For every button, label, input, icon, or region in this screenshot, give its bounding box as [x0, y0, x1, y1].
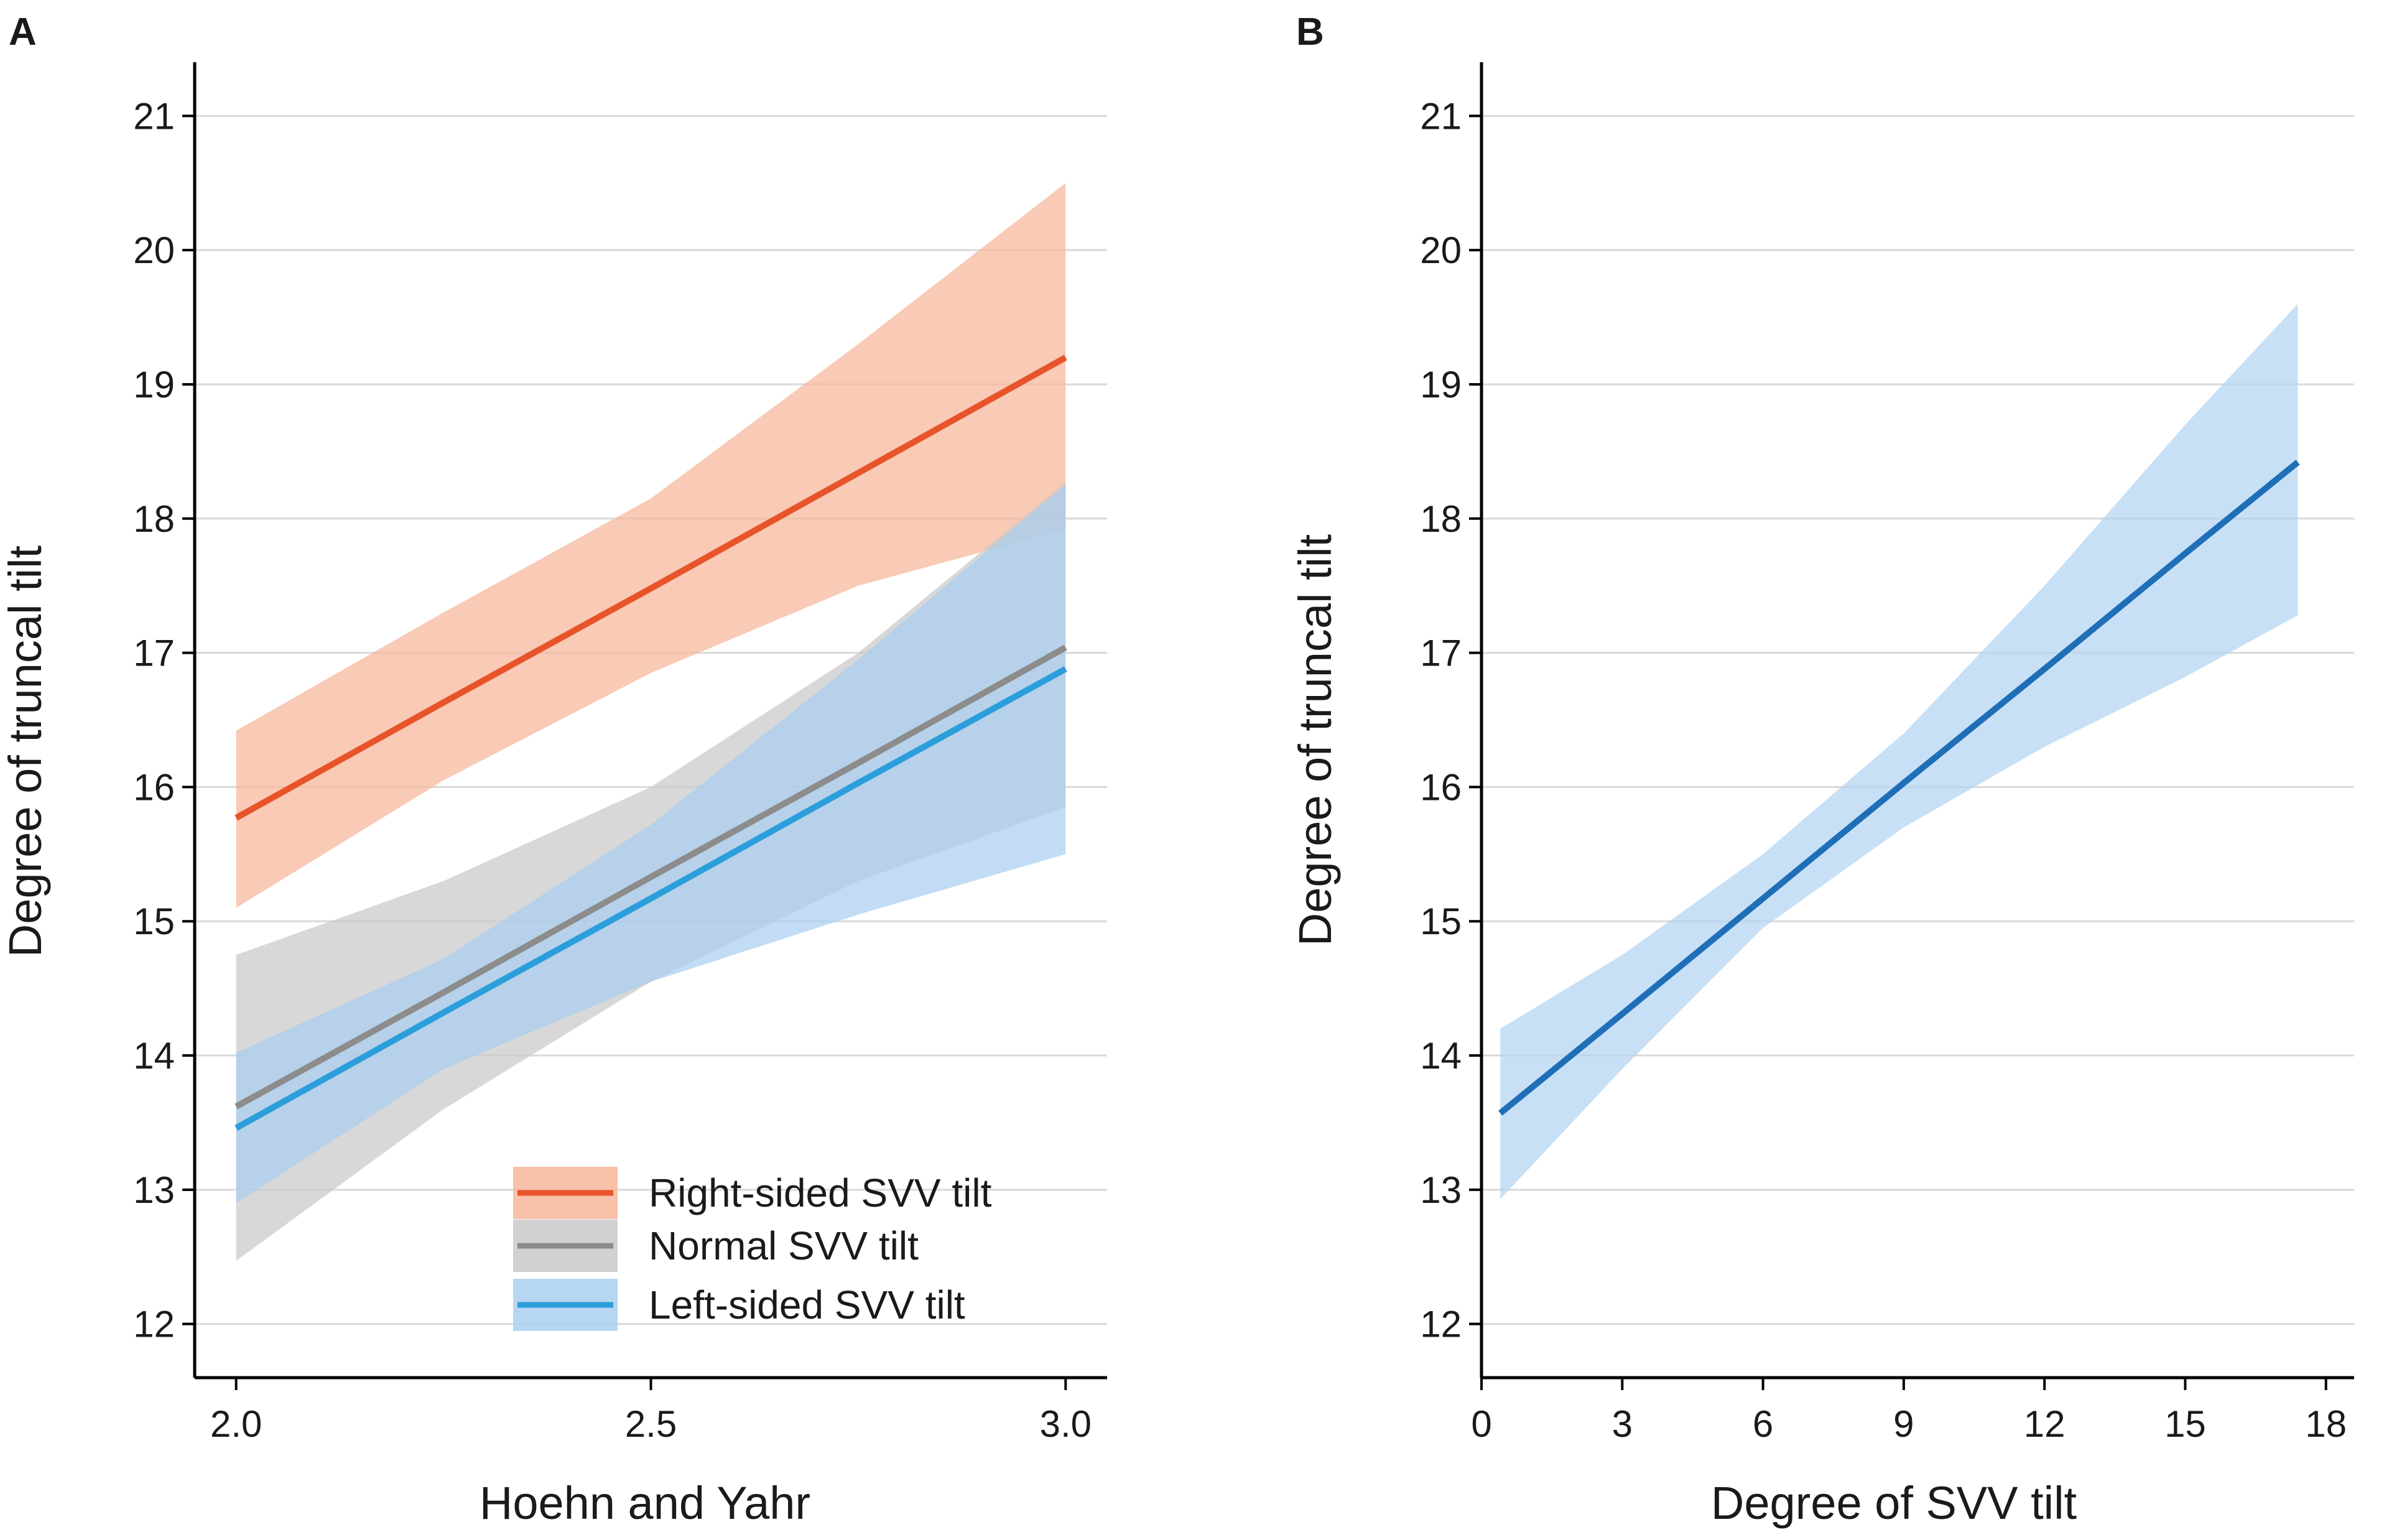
x-tick-label-3: 3: [1612, 1403, 1633, 1445]
y-tick-label-13: 13: [1420, 1169, 1462, 1211]
panel-a-series-lines: [234, 355, 1067, 1131]
confidence-band-right-sided-svv-tilt: [236, 183, 1066, 908]
x-tick-label-9: 9: [1893, 1403, 1914, 1445]
x-tick-label-6: 6: [1753, 1403, 1773, 1445]
panel-a-y-ticks: 12 13 14 15 16 17 18 19 20 21: [133, 95, 195, 1345]
y-tick-label-21: 21: [1420, 95, 1462, 137]
y-tick-label-12: 12: [133, 1304, 175, 1345]
legend-label-left-sided-svv-tilt: Left-sided SVV tilt: [649, 1283, 965, 1327]
x-tick-label-0: 0: [1471, 1403, 1491, 1445]
panel-a: A 12 13 14 15 16 17 18 19 20 21 2.0 2.5 3.0 Hoehn a…: [0, 11, 1107, 1529]
y-tick-label-21: 21: [133, 95, 175, 137]
panel-b-y-ticks: 12 13 14 15 16 17 18 19 20 21: [1420, 95, 1482, 1345]
panel-a-legend: Right-sided SVV tilt Normal SVV tilt Left-…: [513, 1167, 992, 1331]
y-tick-label-16: 16: [133, 766, 175, 808]
y-tick-label-14: 14: [1420, 1035, 1462, 1077]
panel-b-letter: B: [1296, 11, 1324, 53]
series-line-left-sided-svv-tilt: [234, 666, 1067, 1131]
panel-a-confidence-bands: [236, 183, 1066, 1261]
panel-b: B 12 13 14 15 16 17 18 19 20 21 0 3 6 9 12 15 18 Degree…: [1289, 11, 2354, 1529]
y-tick-label-12: 12: [1420, 1304, 1462, 1345]
y-tick-label-18: 18: [133, 498, 175, 540]
confidence-band-left-sided-svv-tilt: [236, 485, 1066, 1204]
panel-b-y-axis-title: Degree of truncal tilt: [1289, 534, 1341, 946]
y-tick-label-13: 13: [133, 1169, 175, 1211]
x-tick-label-18: 18: [2305, 1403, 2347, 1445]
panel-b-confidence-bands: [1500, 304, 2298, 1199]
y-tick-label-19: 19: [1420, 364, 1462, 406]
panel-b-x-ticks: 0 3 6 9 12 15 18: [1471, 1378, 2347, 1445]
panel-a-letter: A: [9, 11, 37, 53]
confidence-band-degree-of-truncal-tilt: [1500, 304, 2298, 1199]
x-tick-label-3: 3.0: [1040, 1403, 1092, 1445]
y-tick-label-17: 17: [133, 633, 175, 674]
panel-a-y-axis-title: Degree of truncal tilt: [0, 545, 51, 957]
panel-b-series-lines: [1498, 460, 2300, 1116]
panel-b-x-axis-title: Degree of SVV tilt: [1711, 1477, 2077, 1529]
x-tick-label-2: 2.0: [210, 1403, 262, 1445]
y-tick-label-15: 15: [133, 901, 175, 942]
legend-label-normal-svv-tilt: Normal SVV tilt: [649, 1223, 919, 1268]
panel-a-x-axis-title: Hoehn and Yahr: [480, 1477, 810, 1529]
series-line-right-sided-svv-tilt: [234, 355, 1067, 821]
y-tick-label-17: 17: [1420, 633, 1462, 674]
legend-label-right-sided-svv-tilt: Right-sided SVV tilt: [649, 1171, 992, 1215]
panel-b-axes: [1480, 62, 2354, 1380]
series-line-degree-of-truncal-tilt: [1498, 460, 2300, 1116]
y-tick-label-16: 16: [1420, 766, 1462, 808]
y-tick-label-20: 20: [1420, 230, 1462, 271]
x-tick-label-15: 15: [2164, 1403, 2206, 1445]
y-tick-label-19: 19: [133, 364, 175, 406]
series-line-normal-svv-tilt: [234, 644, 1067, 1110]
x-tick-label-2.5: 2.5: [625, 1403, 677, 1445]
panel-a-x-ticks: 2.0 2.5 3.0: [210, 1378, 1092, 1445]
y-tick-label-14: 14: [133, 1035, 175, 1077]
y-tick-label-20: 20: [133, 230, 175, 271]
x-tick-label-12: 12: [2024, 1403, 2066, 1445]
y-tick-label-18: 18: [1420, 498, 1462, 540]
y-tick-label-15: 15: [1420, 901, 1462, 942]
